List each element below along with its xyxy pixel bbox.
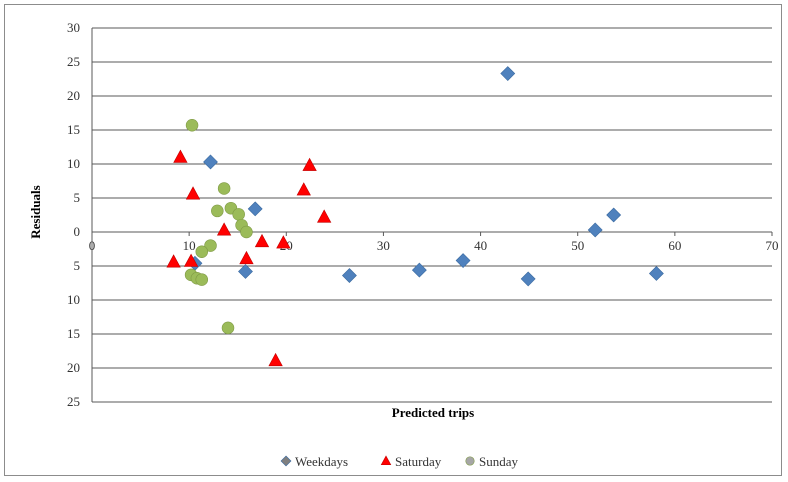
y-axis-title: Residuals [28,185,43,238]
data-points [166,66,664,367]
x-axis-title: Predicted trips [392,405,474,420]
y-tick-label: 20 [67,360,80,375]
data-point-saturday [183,253,199,267]
legend-marker-weekdays [280,455,292,467]
y-tick-label: 30 [67,20,80,35]
chart-frame [4,4,782,476]
data-point-weekdays [411,262,427,278]
legend: Weekdays Saturday Sunday [280,454,519,469]
data-point-sunday [211,204,224,218]
data-point-sunday [217,182,231,195]
y-tick-label: 5 [74,258,81,273]
x-tick-label: 50 [571,238,584,253]
x-tick-label: 70 [766,238,779,253]
data-point-saturday [276,235,291,249]
y-tick-label: 15 [67,326,80,341]
legend-marker-saturday [380,455,392,466]
data-point-saturday [173,149,188,163]
axes: 302520151050510152025010203040506070 [67,20,779,409]
legend-label-saturday: Saturday [395,454,442,469]
data-point-sunday [204,239,217,252]
data-point-weekdays [520,271,536,287]
legend-marker-sunday [465,456,475,466]
y-tick-label: 15 [67,122,80,137]
data-point-saturday [317,209,332,223]
x-tick-label: 60 [668,238,681,253]
data-point-saturday [254,233,270,248]
y-tick-label: 0 [74,224,81,239]
legend-label-sunday: Sunday [479,454,519,469]
data-point-weekdays [500,66,516,81]
x-tick-label: 30 [377,238,390,253]
data-point-sunday [195,245,209,258]
data-point-saturday [216,222,232,236]
data-point-weekdays [606,207,622,223]
y-tick-label: 20 [67,88,80,103]
data-point-weekdays [247,201,263,217]
data-point-saturday [268,352,283,367]
data-point-saturday [166,254,181,268]
y-tick-label: 10 [67,156,80,171]
data-point-sunday [232,208,245,221]
data-point-weekdays [342,268,357,283]
data-point-weekdays [238,264,253,279]
data-point-saturday [239,250,254,265]
data-point-saturday [302,157,317,171]
y-tick-label: 5 [74,190,81,205]
gridlines [92,27,772,403]
data-point-saturday [296,182,311,196]
data-point-weekdays [587,222,603,238]
y-tick-label: 25 [67,394,80,409]
y-tick-label: 10 [67,292,80,307]
data-point-saturday [185,186,201,200]
data-point-sunday [185,118,199,132]
data-point-sunday [240,225,253,239]
x-tick-label: 10 [183,238,196,253]
data-point-sunday [221,321,235,335]
data-point-weekdays [455,253,471,268]
y-tick-label: 25 [67,54,80,69]
legend-label-weekdays: Weekdays [295,454,348,469]
data-point-weekdays [203,154,218,170]
data-point-weekdays [648,266,664,281]
x-tick-label: 40 [474,238,487,253]
data-point-sunday [195,273,209,286]
x-tick-label: 0 [89,238,96,253]
